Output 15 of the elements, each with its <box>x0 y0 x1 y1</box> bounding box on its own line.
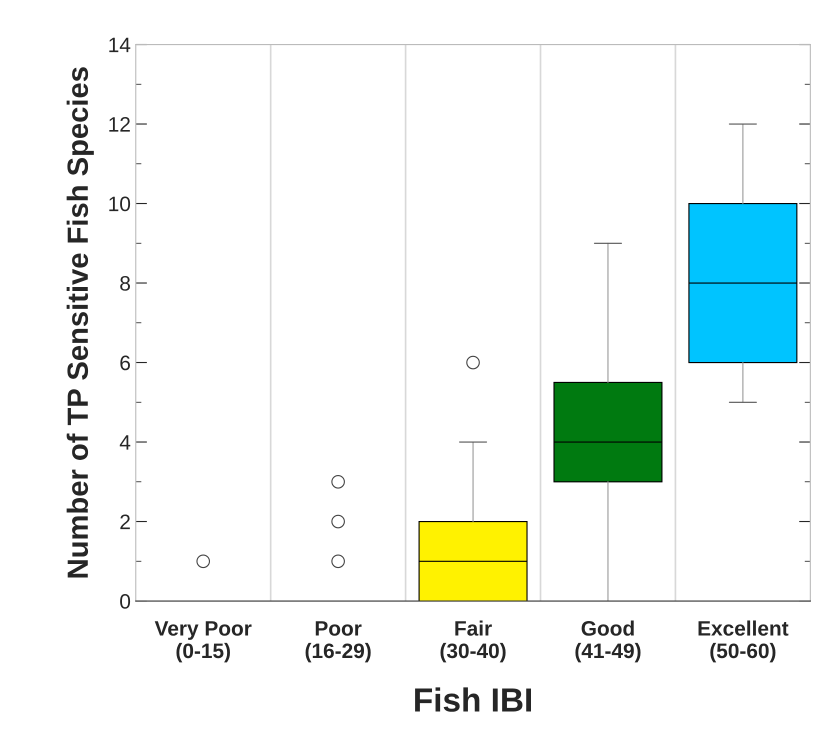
y-tick-label: 12 <box>109 117 130 132</box>
y-tick-label: 0 <box>120 594 130 609</box>
x-axis-title: Fish IBI <box>415 687 532 712</box>
y-tick-label: 2 <box>120 514 130 530</box>
x-tick-label: Good (41-49) <box>575 620 641 662</box>
x-tick-label: Very Poor (0-15) <box>154 621 252 662</box>
x-tick-label: Fair (30-40) <box>440 620 506 662</box>
y-tick-label: 10 <box>109 196 130 212</box>
x-tick-label: Excellent (50-60) <box>698 620 788 662</box>
y-tick-label: 4 <box>120 435 130 450</box>
y-tick-label: 8 <box>120 276 130 291</box>
y-tick-label: 14 <box>109 38 130 52</box>
x-tick-label: Poor (16-29) <box>306 621 371 662</box>
y-tick-label: 6 <box>120 356 130 370</box>
y-axis-title: Number of TP Sensitive Fish Species <box>66 67 94 578</box>
